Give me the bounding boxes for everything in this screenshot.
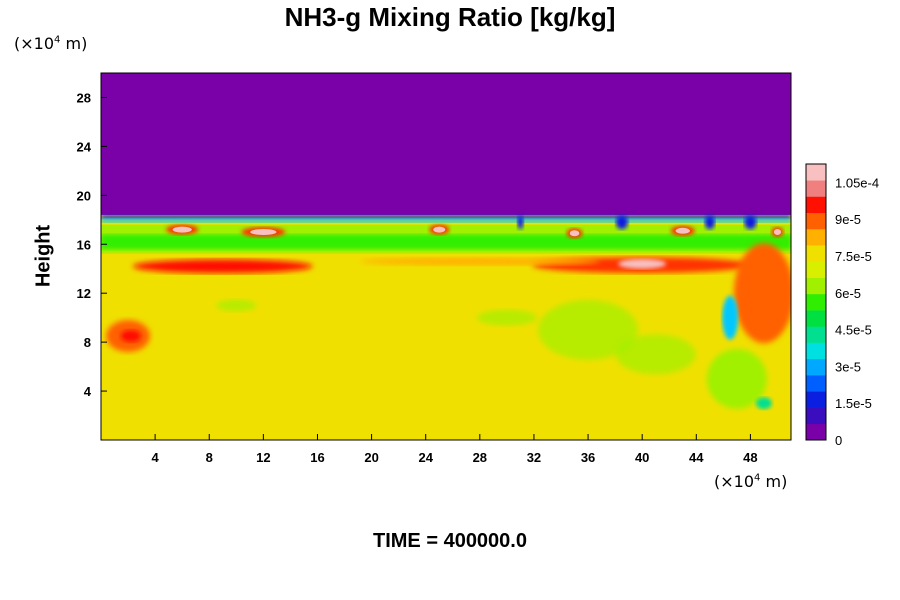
field-dip [517,215,524,230]
field-blob-pink [172,226,192,233]
x-tick-label: 4 [152,450,160,465]
x-tick-label: 44 [689,450,704,465]
colorbar-tick-label: 7.5e-5 [835,249,872,264]
x-tick-label: 16 [310,450,324,465]
colorbar-segment [806,212,826,230]
field-dip [744,215,757,230]
x-tick-label: 48 [743,450,757,465]
plot-frame [100,72,792,441]
field-faint-green [476,309,537,326]
field-turb-green [706,348,767,409]
colorbar-segment [806,391,826,408]
y-tick-label: 20 [77,188,91,203]
y-tick-label: 4 [84,384,92,399]
colorbar-tick-label: 1.05e-4 [835,175,879,190]
colorbar-segment [806,342,826,360]
field-blob-pink [675,227,690,234]
x-tick-label: 40 [635,450,649,465]
colorbar-tick-label: 4.5e-5 [835,323,872,338]
field-blob-pink [433,226,446,233]
field-upper-zero [101,73,791,215]
colorbar-tick-label: 9e-5 [835,212,861,227]
x-axis: 4 8 12 16 20 24 28 32 36 40 44 48 [152,434,758,465]
field-boundary-cyan [101,218,791,223]
field-dip [704,215,715,230]
time-label: TIME = 400000.0 [373,530,527,552]
y-axis: 4 8 12 16 20 24 28 [77,90,107,399]
x-tick-label: 32 [527,450,541,465]
colorbar: 0 1.5e-5 3e-5 4.5e-5 6e-5 7.5e-5 9e-5 1.05e-4 [805,163,879,448]
y-tick-label: 28 [77,90,91,105]
x-tick-label: 36 [581,450,595,465]
field-band-red-left [132,259,313,274]
x-tick-label: 28 [473,450,487,465]
field-turb-red [733,243,791,344]
field-turb-spot [755,397,772,410]
colorbar-segment [806,326,826,343]
field-blob-pink [569,230,580,237]
field-faint-green [538,299,639,360]
field-blob-pink [250,229,277,236]
field-band-pink [618,258,667,269]
colorbar-frame [805,163,827,441]
colorbar-tick-label: 0 [835,433,842,448]
colorbar-segment [806,358,826,376]
colorbar-segment [806,277,826,295]
x-unit-label: (×104 m) [714,472,788,491]
y-tick-label: 24 [77,139,92,154]
field-turb-cyan [722,295,739,340]
field-boundary-blue [101,214,791,219]
colorbar-tick-label: 1.5e-5 [835,396,872,411]
colorbar-tick-label: 6e-5 [835,286,861,301]
colorbar-segment [806,245,826,262]
field-blob-pink [773,229,782,236]
x-tick-label: 20 [364,450,378,465]
colorbar-segment [806,228,826,246]
chart-title: NH3-g Mixing Ratio [kg/kg] [284,2,616,32]
colorbar-segment [806,164,826,181]
heatmap-field [101,73,791,440]
y-tick-label: 8 [84,335,91,350]
y-tick-label: 12 [77,286,91,301]
x-tick-label: 12 [256,450,270,465]
colorbar-segment [806,293,826,311]
colorbar-segment [806,180,826,197]
colorbar-segment [806,423,826,441]
colorbar-segment [806,375,826,392]
field-swirl-core [120,330,141,343]
colorbar-segment [806,310,826,327]
x-tick-label: 24 [418,450,433,465]
colorbar-segment [806,261,826,278]
colorbar-segment [806,196,826,214]
field-green-core [101,234,791,250]
colorbar-segment [806,407,826,425]
colorbar-tick-label: 3e-5 [835,359,861,374]
y-unit-label: (×104 m) [14,34,88,53]
y-tick-label: 16 [77,237,91,252]
field-dip [615,215,628,230]
x-tick-label: 8 [206,450,213,465]
field-faint-green [216,299,257,312]
field-band-orange [359,257,600,266]
field-faint-green [615,334,696,375]
